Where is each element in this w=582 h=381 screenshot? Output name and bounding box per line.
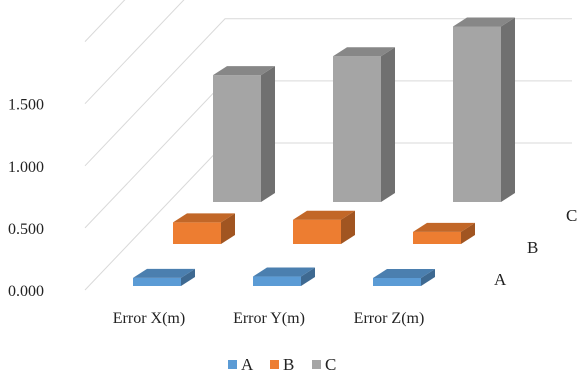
y-axis-ticks: 0.000 0.500 1.000 1.500 (8, 97, 44, 300)
legend-swatch (270, 360, 279, 369)
legend-swatch (228, 360, 237, 369)
y-tick-label: 1.000 (8, 159, 44, 176)
depth-label: B (527, 238, 538, 257)
bar-A-3 (373, 269, 435, 286)
legend-label: C (325, 355, 336, 374)
depth-label: A (494, 270, 507, 289)
legend-swatch (312, 360, 321, 369)
category-label: Error Z(m) (354, 310, 425, 327)
legend: A B C (228, 355, 336, 374)
bar-C-1 (213, 66, 275, 202)
bar-C-2 (333, 47, 395, 203)
legend-label: B (283, 355, 294, 374)
bar-A-2 (253, 267, 315, 286)
gridline (84, 0, 185, 105)
bars (133, 17, 515, 286)
bar-C-3 (453, 17, 515, 202)
depth-label: C (566, 206, 577, 225)
category-label: Error X(m) (113, 310, 185, 327)
legend-label: A (241, 355, 254, 374)
bar-A-1 (133, 268, 195, 286)
bar-B-1 (173, 213, 235, 244)
bar-B-3 (413, 222, 475, 244)
category-label: Error Y(m) (233, 310, 305, 327)
y-tick-label: 1.500 (8, 97, 44, 114)
bar-B-2 (293, 210, 355, 244)
depth-axis-labels: A B C (494, 206, 577, 289)
y-tick-label: 0.000 (8, 283, 44, 300)
y-tick-label: 0.500 (8, 221, 44, 238)
gridline (84, 18, 572, 167)
category-labels: Error X(m) Error Y(m) Error Z(m) (113, 310, 425, 327)
